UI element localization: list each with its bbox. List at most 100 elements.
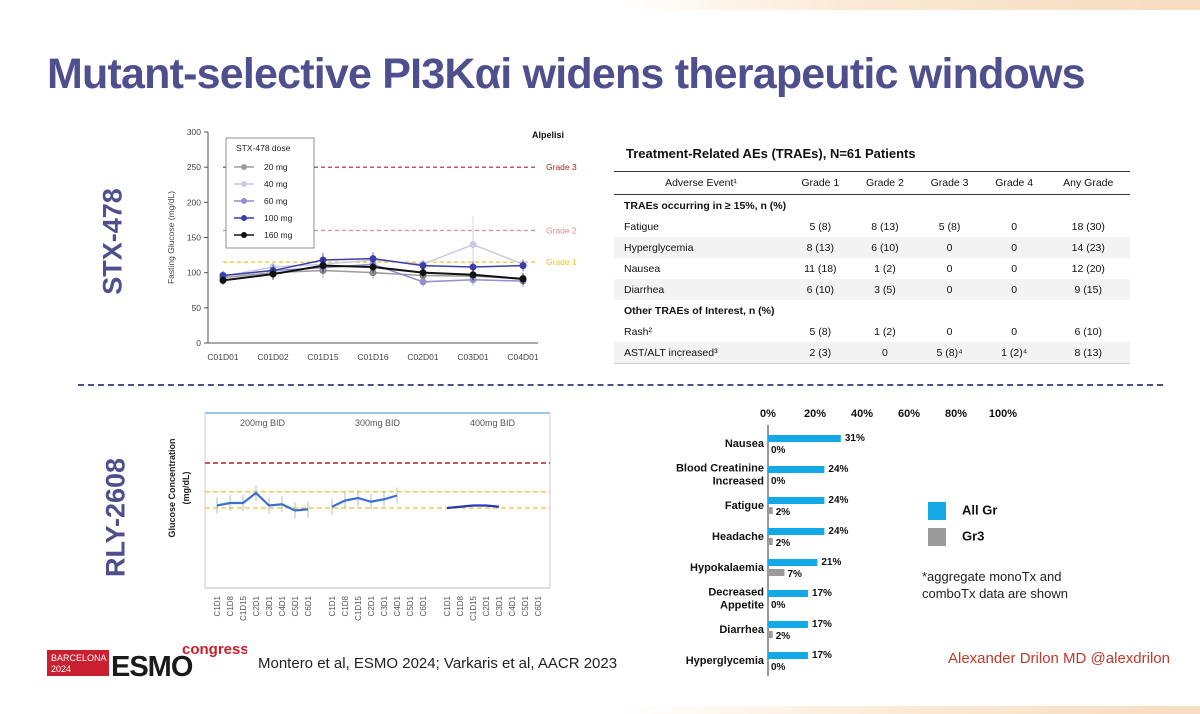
- table-header-cell: Grade 1: [788, 171, 853, 195]
- category-label: Fatigue: [725, 500, 764, 512]
- x-tick-label: C1D1: [443, 595, 452, 616]
- bar-all-grades: [768, 652, 808, 659]
- legend-entry: 100 mg: [264, 213, 293, 223]
- series-line: [446, 504, 500, 510]
- legend-grade3: Gr3: [928, 528, 984, 546]
- x-tick-label: C5D1: [521, 595, 530, 616]
- data-point: [469, 263, 477, 271]
- logo-year: 2024: [51, 664, 71, 674]
- x-tick-label: C5D1: [406, 595, 415, 616]
- x-tick-label: 0%: [760, 408, 776, 420]
- table-cell: 0: [917, 279, 982, 300]
- table-row: Diarrhea 6 (10) 3 (5) 0 0 9 (15): [614, 279, 1130, 300]
- logo-red-block: [47, 650, 109, 676]
- table-section-row: TRAEs occurring in ≥ 15%, n (%): [614, 195, 1130, 217]
- table-cell: 5 (8): [938, 220, 961, 233]
- table-cell: 0: [946, 262, 953, 275]
- y-tick-label: 50: [192, 303, 202, 313]
- x-tick-label: C04D01: [507, 352, 538, 362]
- y-axis-unit: (mg/dL): [181, 472, 191, 505]
- group-label: 300mg BID: [355, 418, 401, 428]
- x-tick-label: C01D15: [307, 352, 338, 362]
- x-tick-label: C3D1: [380, 595, 389, 616]
- bar-label-grade3: 2%: [776, 507, 791, 518]
- x-tick-label: C6D1: [534, 595, 543, 616]
- logo-city: BARCELONA: [51, 653, 107, 663]
- category-label: Nausea: [725, 438, 765, 450]
- legend-marker: [241, 164, 247, 170]
- table-header-cell: Grade 2: [852, 171, 918, 195]
- table-cell: 2 (3): [788, 342, 853, 364]
- y-tick-label: 250: [187, 162, 201, 172]
- x-tick-label: C1D15: [239, 595, 248, 620]
- reference-line-label: Grade 1: [546, 257, 577, 267]
- bar-label-all-grades: 21%: [821, 557, 841, 568]
- legend-label-all: All Gr: [962, 502, 998, 518]
- x-tick-label: C1D15: [354, 595, 363, 620]
- bar-all-grades: [768, 528, 825, 535]
- x-tick-label: C1D8: [226, 595, 235, 616]
- bar-label-all-grades: 31%: [845, 433, 865, 444]
- y-axis-label: Glucose Concentration: [167, 438, 177, 537]
- y-tick-label: 100: [187, 268, 201, 278]
- table-row: Nausea 11 (18) 1 (2) 0 0 12 (20): [614, 258, 1130, 279]
- x-tick-label: C3D1: [495, 595, 504, 616]
- table-section-row: Other TRAEs of Interest, n (%): [614, 300, 1130, 321]
- category-label: Decreased: [708, 587, 764, 599]
- x-tick-label: 60%: [898, 408, 920, 420]
- table-cell: 0: [981, 237, 1047, 258]
- x-tick-label: C1D1: [328, 595, 337, 616]
- legend-entry: 40 mg: [264, 179, 288, 189]
- table-cell: 1 (2): [874, 262, 896, 275]
- bar-grade3: [768, 569, 785, 576]
- x-tick-label: C01D01: [207, 352, 238, 362]
- table-cell: Fatigue: [624, 220, 660, 233]
- data-point: [469, 271, 477, 279]
- table-row: AST/ALT increased³ 2 (3) 0 5 (8)⁴ 1 (2)⁴ 8 (1…: [614, 342, 1130, 364]
- x-tick-label: C4D1: [278, 595, 287, 616]
- x-tick-label: C1D8: [341, 595, 350, 616]
- trae-table: Treatment-Related AEs (TRAEs), N=61 Pati…: [614, 146, 1130, 364]
- data-point: [369, 255, 377, 263]
- category-label: Hypokalaemia: [690, 562, 765, 574]
- group-label: 200mg BID: [240, 418, 286, 428]
- esmo-congress-logo: BARCELONA 2024 ESMO congress: [47, 640, 249, 685]
- reference-line-label: Grade 2: [546, 225, 577, 235]
- bar-label-all-grades: 24%: [828, 495, 848, 506]
- x-tick-label: C6D1: [419, 595, 428, 616]
- bar-all-grades: [768, 590, 808, 597]
- bar-label-all-grades: 17%: [812, 619, 832, 630]
- table-cell: 3 (5): [852, 279, 918, 300]
- data-point: [419, 278, 427, 286]
- table-cell: Diarrhea: [614, 279, 788, 300]
- y-tick-label: 200: [187, 197, 201, 207]
- table-cell: 11 (18): [804, 262, 837, 275]
- y-tick-label: 300: [187, 127, 201, 137]
- legend-all-grades: All Gr: [928, 502, 997, 520]
- table-cell: 0: [852, 342, 918, 364]
- category-label: Increased: [713, 476, 764, 488]
- legend-box: [225, 137, 315, 249]
- legend-marker: [241, 198, 247, 204]
- table-cell: 1 (2)⁴: [981, 342, 1047, 364]
- x-tick-label: C4D1: [393, 595, 402, 616]
- series-line: [331, 494, 398, 508]
- table-row: Rash² 5 (8) 1 (2) 0 0 6 (10): [614, 321, 1130, 342]
- data-point: [369, 263, 377, 271]
- legend-entry: 160 mg: [264, 230, 293, 240]
- x-tick-label: C1D8: [456, 595, 465, 616]
- row-label-top: STX-478: [97, 188, 128, 295]
- legend-title: STX-478 dose: [236, 143, 291, 153]
- table-header-cell: Any Grade: [1046, 171, 1130, 195]
- x-tick-label: C2D1: [252, 595, 261, 616]
- bar-all-grades: [768, 466, 825, 473]
- table-row: Hyperglycemia 8 (13) 6 (10) 0 0 14 (23): [614, 237, 1130, 258]
- logo-brand: ESMO: [111, 651, 193, 680]
- table-title: Treatment-Related AEs (TRAEs), N=61 Pati…: [626, 146, 916, 161]
- table-header-cell: Grade 3: [917, 171, 982, 195]
- table-cell: 6 (10): [788, 279, 853, 300]
- corner-label: Alpelisi: [532, 130, 564, 140]
- table-section-label: Other TRAEs of Interest, n (%): [624, 304, 775, 317]
- x-tick-label: C4D1: [508, 595, 517, 616]
- table-cell: 0: [1011, 325, 1018, 338]
